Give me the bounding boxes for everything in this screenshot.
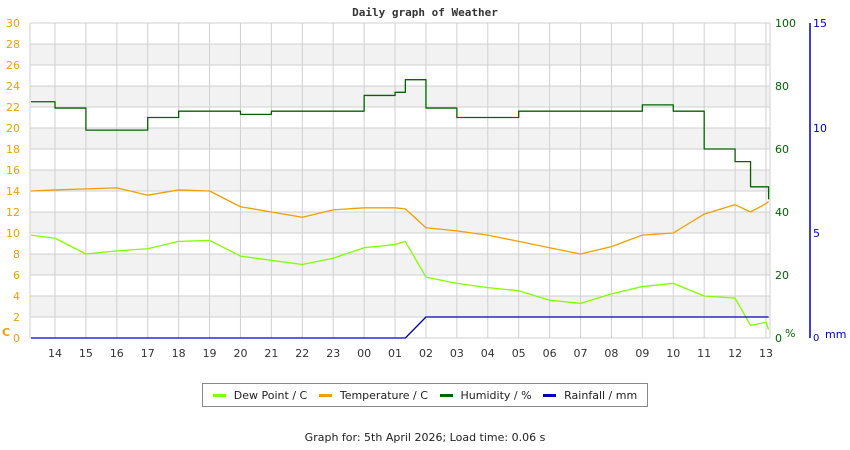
x-tick-label: 11 xyxy=(697,347,711,360)
y-left-tick-label: 2 xyxy=(13,311,20,324)
rainfall-line xyxy=(31,316,769,339)
x-tick-label: 02 xyxy=(419,347,433,360)
y-left-tick-label: 10 xyxy=(6,227,20,240)
x-tick-label: 21 xyxy=(264,347,278,360)
grid-band xyxy=(30,296,770,317)
dew-point-line xyxy=(30,234,770,330)
legend-label: Dew Point / C xyxy=(233,388,308,402)
y-rain-tick-label: 15 xyxy=(813,17,827,30)
y-rain-unit: mm xyxy=(825,328,846,341)
grid-band xyxy=(30,212,770,233)
legend-item: Humidity / % xyxy=(439,388,532,402)
x-tick-label: 01 xyxy=(388,347,402,360)
x-tick-label: 19 xyxy=(203,347,217,360)
x-tick-label: 09 xyxy=(635,347,649,360)
legend-swatch-icon xyxy=(318,393,332,397)
legend-item: Dew Point / C xyxy=(212,388,308,402)
footer-status: Graph for: 5th April 2026; Load time: 0.… xyxy=(304,431,546,444)
x-tick-label: 13 xyxy=(759,347,773,360)
x-tick-label: 08 xyxy=(604,347,618,360)
x-tick-label: 06 xyxy=(543,347,557,360)
grid-band xyxy=(30,44,770,65)
y-rain-tick-label: 10 xyxy=(813,122,827,135)
x-tick-label: 22 xyxy=(295,347,309,360)
x-tick-label: 00 xyxy=(357,347,371,360)
y-left-tick-label: 14 xyxy=(6,185,20,198)
y-humidity-unit: % xyxy=(785,327,795,340)
legend-label: Temperature / C xyxy=(339,388,428,402)
y-left-tick-label: 22 xyxy=(6,101,20,114)
y-left-unit: C xyxy=(2,326,10,339)
x-tick-label: 16 xyxy=(110,347,124,360)
grid-band xyxy=(30,128,770,149)
y-rain-tick-label: 0 xyxy=(813,333,819,344)
x-tick-label: 18 xyxy=(172,347,186,360)
y-left-tick-label: 20 xyxy=(6,122,20,135)
x-tick-label: 20 xyxy=(233,347,247,360)
grid-band xyxy=(30,170,770,191)
legend-swatch-icon xyxy=(543,393,557,397)
humidity-line xyxy=(31,79,770,200)
y-humidity-tick-label: 80 xyxy=(775,80,789,93)
legend-item: Temperature / C xyxy=(318,388,428,402)
x-tick-label: 23 xyxy=(326,347,340,360)
y-left-tick-label: 0 xyxy=(13,332,20,345)
y-left-tick-label: 18 xyxy=(6,143,20,156)
legend-label: Humidity / % xyxy=(460,388,532,402)
y-humidity-tick-label: 100 xyxy=(775,17,796,30)
x-tick-label: 15 xyxy=(79,347,93,360)
grid-band xyxy=(30,254,770,275)
y-humidity-tick-label: 60 xyxy=(775,143,789,156)
y-humidity-tick-label: 20 xyxy=(775,269,789,282)
y-left-tick-label: 28 xyxy=(6,38,20,51)
chart-plot: 14 15 16 17 18 19 20 21 22 23 00 01 02 03 04 05 06 07 08 09… xyxy=(2,17,846,360)
x-tick-label: 10 xyxy=(666,347,680,360)
x-tick-label: 17 xyxy=(141,347,155,360)
legend-label: Rainfall / mm xyxy=(564,388,638,402)
y-left-tick-label: 24 xyxy=(6,80,20,93)
x-tick-label: 04 xyxy=(481,347,495,360)
chart-title: Daily graph of Weather xyxy=(352,6,498,19)
x-tick-label: 14 xyxy=(48,347,62,360)
x-tick-label: 12 xyxy=(728,347,742,360)
y-left-tick-label: 26 xyxy=(6,59,20,72)
y-rain-tick-label: 5 xyxy=(813,227,820,240)
y-left-tick-label: 6 xyxy=(13,269,20,282)
y-left-tick-label: 4 xyxy=(13,290,20,303)
temperature-line xyxy=(30,187,769,255)
legend-swatch-icon xyxy=(439,393,453,397)
grid-band xyxy=(30,86,770,107)
y-humidity-tick-label: 0 xyxy=(775,332,782,345)
legend: Dew Point / C Temperature / C Humidity / %… xyxy=(202,383,648,407)
x-tick-label: 05 xyxy=(512,347,526,360)
y-left-tick-label: 30 xyxy=(6,17,20,30)
legend-swatch-icon xyxy=(212,393,226,397)
x-tick-label: 03 xyxy=(450,347,464,360)
legend-item: Rainfall / mm xyxy=(543,389,637,402)
y-left-tick-label: 8 xyxy=(13,248,20,261)
y-left-tick-label: 12 xyxy=(6,206,20,219)
x-tick-label: 07 xyxy=(574,347,588,360)
y-left-tick-label: 16 xyxy=(6,164,20,177)
y-humidity-tick-label: 40 xyxy=(775,206,789,219)
